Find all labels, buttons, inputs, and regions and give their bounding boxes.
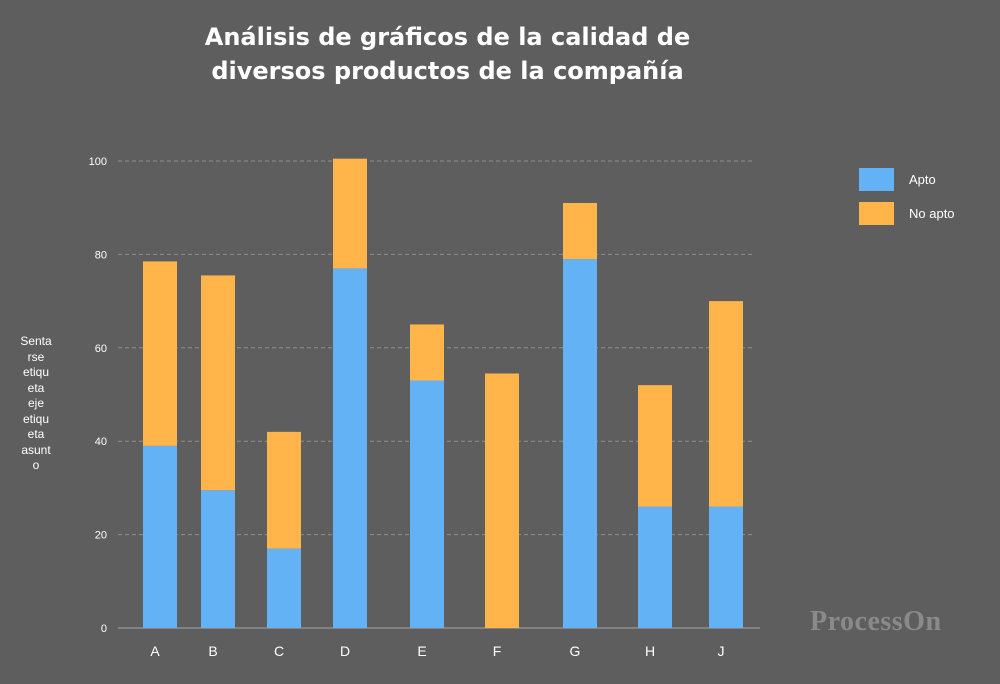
legend-swatch-no-apto xyxy=(859,202,894,225)
y-tick-label-60: 60 xyxy=(95,343,107,355)
x-tick-label-d: D xyxy=(340,643,350,659)
bar-g-no-apto xyxy=(563,203,597,260)
chart-title-line-1: Análisis de gráficos de la calidad de xyxy=(204,23,691,51)
y-tick-label-100: 100 xyxy=(89,156,107,168)
bar-d-apto xyxy=(333,268,367,628)
x-tick-label-f: F xyxy=(493,643,502,659)
chart-title-line-2: diversos productos de la compañía xyxy=(211,57,684,85)
bar-d-no-apto xyxy=(333,158,367,269)
bar-f-no-apto xyxy=(485,373,519,628)
bar-a-no-apto xyxy=(143,261,177,446)
x-tick-label-b: B xyxy=(208,643,217,659)
bar-b-no-apto xyxy=(201,275,235,491)
x-tick-label-j: J xyxy=(718,643,725,659)
x-tick-label-a: A xyxy=(150,643,160,659)
bar-h-no-apto xyxy=(638,385,672,507)
bar-a-apto xyxy=(143,445,177,628)
watermark: ProcessOn xyxy=(810,606,942,637)
bar-j-apto xyxy=(709,506,743,628)
y-tick-label-80: 80 xyxy=(95,249,107,261)
y-tick-label-0: 0 xyxy=(101,623,107,635)
bar-b-apto xyxy=(201,490,235,628)
legend-label-apto: Apto xyxy=(909,172,936,187)
legend-label-no-apto: No apto xyxy=(909,206,955,221)
bar-c-apto xyxy=(267,548,301,628)
bar-j-no-apto xyxy=(709,301,743,507)
legend-swatch-apto xyxy=(859,168,894,191)
x-tick-label-e: E xyxy=(417,643,426,659)
bar-h-apto xyxy=(638,506,672,628)
bar-g-apto xyxy=(563,259,597,628)
bar-e-apto xyxy=(410,380,444,628)
x-tick-label-c: C xyxy=(274,643,284,659)
bar-c-no-apto xyxy=(267,431,301,549)
y-tick-label-20: 20 xyxy=(95,530,107,542)
y-axis-label: Senta rse etiqu eta eje etiqu eta asunt o xyxy=(20,334,52,472)
x-tick-label-g: G xyxy=(570,643,581,659)
y-tick-label-40: 40 xyxy=(95,436,107,448)
bar-e-no-apto xyxy=(410,324,444,381)
x-tick-label-h: H xyxy=(645,643,655,659)
